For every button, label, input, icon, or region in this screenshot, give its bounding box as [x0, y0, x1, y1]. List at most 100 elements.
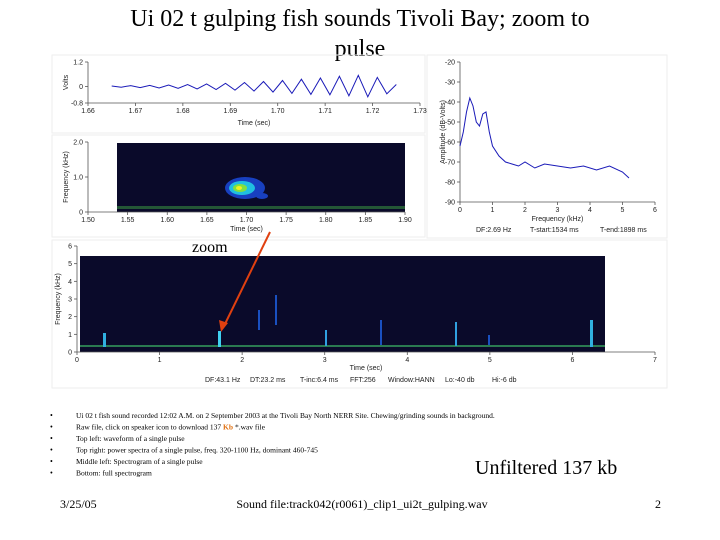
x-tick-label: 2: [523, 207, 527, 214]
plot-footer: Hi:-6 db: [492, 377, 517, 384]
x-tick-label: 5: [488, 357, 492, 364]
y-tick-label: -90: [445, 200, 455, 207]
y-tick-label: 0: [79, 84, 83, 91]
panel: [51, 54, 426, 134]
y-axis-label: Amplitude (dB-Volts): [440, 100, 447, 164]
y-tick-label: 2.0: [73, 140, 83, 147]
y-tick-label: -0.8: [71, 101, 83, 108]
bullet-part: *.wav file: [233, 423, 266, 432]
x-axis-label: Time (sec): [230, 226, 263, 233]
bullet-text: Top left: waveform of a single pulse: [76, 434, 185, 443]
x-tick-label: 3: [323, 357, 327, 364]
x-tick-label: 1.90: [398, 217, 412, 224]
plot-footer: DT:23.2 ms: [250, 377, 286, 384]
x-tick-label: 1.68: [176, 108, 190, 115]
x-axis-label: Time (sec): [350, 365, 383, 372]
bullet-part: Top left: waveform of a single pulse: [76, 434, 185, 443]
bullet-dot: •: [50, 469, 53, 478]
bullet-text: Bottom: full spectrogram: [76, 469, 152, 478]
plot-footer: DF:43.1 Hz: [205, 377, 241, 384]
y-tick-label: 1.2: [73, 60, 83, 67]
bullet-dot: •: [50, 446, 53, 455]
y-tick-label: 0: [79, 210, 83, 217]
x-tick-label: 7: [653, 357, 657, 364]
x-tick-label: 1: [491, 207, 495, 214]
footer-date: 3/25/05: [60, 497, 97, 511]
x-tick-label: 6: [570, 357, 574, 364]
x-tick-label: 1.66: [81, 108, 95, 115]
line-series: [111, 74, 397, 98]
x-tick-label: 5: [621, 207, 625, 214]
x-tick-label: 1: [158, 357, 162, 364]
y-tick-label: -60: [445, 140, 455, 147]
slide-title: Ui 02 t gulping fish sounds Tivoli Bay; …: [130, 6, 589, 62]
bullet-dot: •: [50, 423, 53, 432]
bullet-text: Raw file, click on speaker icon to downl…: [76, 423, 266, 432]
bullet-part: Bottom: full spectrogram: [76, 469, 152, 478]
x-tick-label: 1.69: [223, 108, 237, 115]
y-tick-label: 6: [68, 244, 72, 251]
side-note: Unfiltered 137 kb: [475, 457, 617, 479]
x-tick-label: 6: [653, 207, 657, 214]
y-tick-label: -70: [445, 160, 455, 167]
y-tick-label: -20: [445, 60, 455, 67]
x-tick-label: 1.73: [413, 108, 427, 115]
x-tick-label: 0: [458, 207, 462, 214]
y-tick-label: 1.0: [73, 175, 83, 182]
x-tick-label: 1.50: [81, 217, 95, 224]
bullet-part: Middle left: Spectrogram of a single pul…: [76, 457, 203, 466]
x-tick-label: 1.85: [359, 217, 373, 224]
bullet-dot: •: [50, 434, 53, 443]
x-tick-label: 1.70: [240, 217, 254, 224]
y-axis-label: Frequency (kHz): [55, 273, 62, 325]
x-tick-label: 4: [588, 207, 592, 214]
x-tick-label: 3: [556, 207, 560, 214]
x-tick-label: 1.80: [319, 217, 333, 224]
bullet-part: Top right: power spectra of a single pul…: [76, 446, 318, 455]
x-axis-label: Frequency (kHz): [532, 216, 584, 223]
x-tick-label: 1.70: [271, 108, 285, 115]
plot-footer: DF:2.69 Hz: [476, 227, 512, 234]
x-axis-label: Time (sec): [238, 120, 271, 127]
y-axis-label: Volts: [63, 74, 70, 90]
plot-footer: Window:HANN: [388, 377, 435, 384]
bullet-text: Ui 02 t fish sound recorded 12:02 A.M. o…: [76, 411, 495, 420]
y-axis-label: Frequency (kHz): [63, 151, 70, 203]
y-tick-label: 1: [68, 332, 72, 339]
x-tick-label: 1.67: [129, 108, 143, 115]
bullet-part: Ui 02 t fish sound recorded 12:02 A.M. o…: [76, 411, 495, 420]
bullet-text: Middle left: Spectrogram of a single pul…: [76, 457, 203, 466]
plot-footer: FFT:256: [350, 377, 376, 384]
y-tick-label: 2: [68, 314, 72, 321]
arrow: [223, 231, 271, 327]
footer-center: Sound file:track042(r0061)_clip1_ui2t_gu…: [236, 497, 487, 511]
spectrogram-image: [117, 143, 405, 212]
arrow-head: [219, 320, 228, 332]
x-tick-label: 1.55: [121, 217, 135, 224]
x-tick-label: 0: [75, 357, 79, 364]
y-tick-label: -30: [445, 80, 455, 87]
panel: [426, 54, 668, 239]
y-tick-label: 0: [68, 350, 72, 357]
plot-footer: T-end:1898 ms: [600, 227, 647, 234]
plot-footer: T-inc:6.4 ms: [300, 377, 339, 384]
x-tick-label: 1.60: [160, 217, 174, 224]
line-series: [459, 96, 630, 179]
x-tick-label: 1.72: [366, 108, 380, 115]
bullet-dot: •: [50, 457, 53, 466]
plot-footer: Lo:-40 db: [445, 377, 475, 384]
plot-footer: T-start:1534 ms: [530, 227, 579, 234]
x-tick-label: 2: [240, 357, 244, 364]
x-tick-label: 1.71: [318, 108, 332, 115]
panel: [51, 134, 426, 238]
bullet-part: Raw file, click on speaker icon to downl…: [76, 423, 223, 432]
x-tick-label: 4: [405, 357, 409, 364]
y-tick-label: 3: [68, 297, 72, 304]
y-tick-label: 4: [68, 279, 72, 286]
y-tick-label: 5: [68, 261, 72, 268]
page-number: 2: [655, 497, 661, 511]
bullet-dot: •: [50, 411, 53, 420]
y-tick-label: -80: [445, 180, 455, 187]
y-tick-label: -40: [445, 100, 455, 107]
